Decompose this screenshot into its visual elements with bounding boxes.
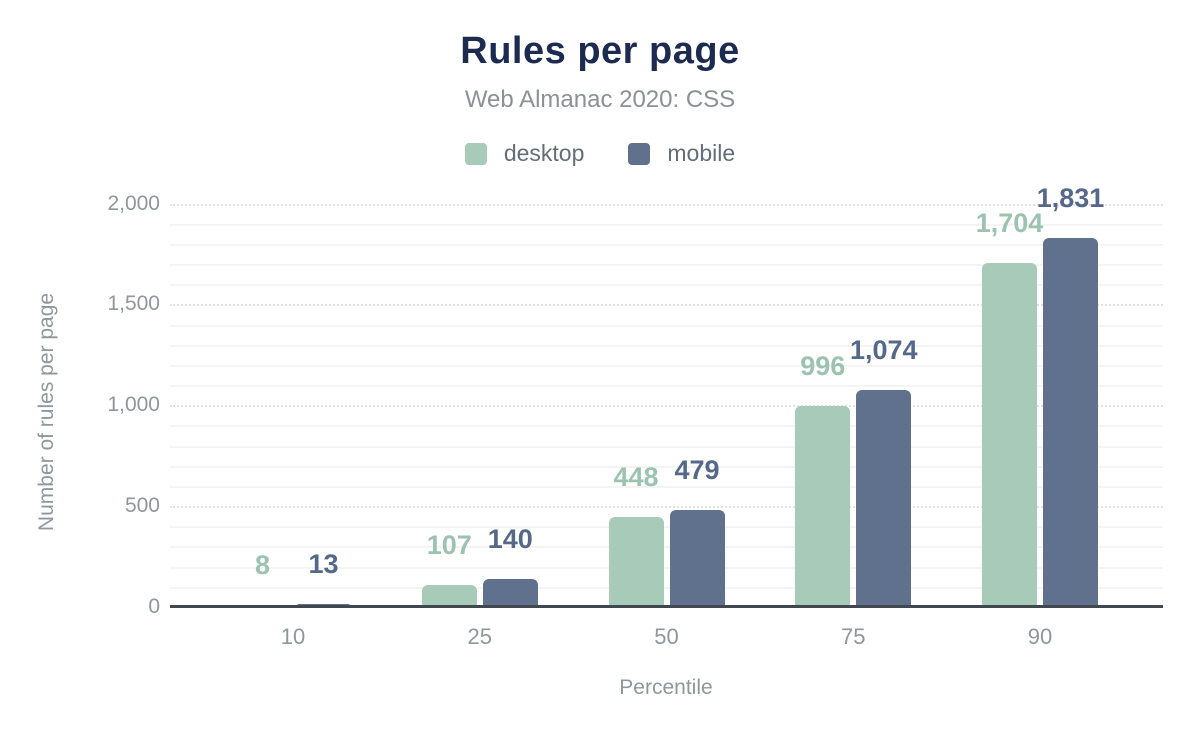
bar-desktop-90 [982, 263, 1037, 607]
minor-gridline [170, 566, 1163, 569]
x-axis-title: Percentile [619, 676, 713, 699]
major-gridline [170, 506, 1163, 509]
y-axis-title: Number of rules per page [35, 292, 58, 532]
chart-subtitle: Web Almanac 2020: CSS [464, 86, 736, 113]
x-tick-75: 75 [841, 624, 866, 649]
x-tick-50: 50 [654, 624, 679, 649]
minor-gridline [170, 344, 1163, 347]
major-gridline [170, 304, 1163, 307]
bar-label-desktop-25: 107 [426, 530, 472, 561]
legend-item-desktop: desktop [464, 140, 585, 167]
bar-mobile-90 [1043, 237, 1098, 607]
x-tick-25: 25 [467, 624, 492, 649]
y-tick-2000: 2,000 [107, 191, 160, 215]
minor-gridline [170, 586, 1163, 589]
x-axis-line [170, 605, 1163, 608]
x-tick-10: 10 [280, 624, 306, 649]
bar-label-desktop-50: 448 [613, 461, 659, 492]
legend-label: desktop [503, 140, 585, 166]
legend-swatch-desktop [464, 142, 487, 165]
bar-label-mobile-75: 1,074 [849, 335, 918, 366]
minor-gridline [170, 264, 1163, 267]
y-tick-0: 0 [148, 595, 160, 618]
minor-gridline [170, 284, 1163, 287]
legend-swatch-mobile [628, 142, 651, 165]
bar-label-desktop-75: 996 [800, 351, 846, 382]
bar-desktop-50 [608, 516, 664, 607]
minor-gridline [170, 526, 1163, 529]
bar-desktop-25 [421, 585, 477, 607]
minor-gridline [170, 445, 1163, 448]
minor-gridline [170, 243, 1163, 246]
minor-gridline [170, 485, 1163, 488]
bar-label-mobile-50: 479 [674, 455, 720, 486]
minor-gridline [170, 223, 1163, 226]
major-gridline [170, 405, 1163, 408]
major-gridline [170, 203, 1163, 206]
bar-label-desktop-10: 8 [254, 550, 271, 581]
legend-item-mobile: mobile [628, 140, 735, 167]
minor-gridline [170, 324, 1163, 327]
y-tick-1000: 1,000 [107, 393, 160, 417]
minor-gridline [170, 364, 1163, 367]
plot-area: 8 13 107 140 448 479 996 1,074 1,704 1,831 [170, 184, 1163, 607]
bar-mobile-75 [856, 390, 912, 607]
bar-label-desktop-90: 1,704 [975, 208, 1044, 239]
y-tick-500: 500 [124, 494, 160, 518]
minor-gridline [170, 425, 1163, 428]
minor-gridline [170, 465, 1163, 468]
minor-gridline [170, 385, 1163, 388]
bar-desktop-75 [795, 406, 851, 607]
chart-title: Rules per page [460, 30, 740, 72]
legend-label: mobile [667, 140, 736, 166]
bar-label-mobile-25: 140 [487, 523, 533, 554]
y-tick-1500: 1,500 [107, 292, 160, 316]
bar-label-mobile-10: 13 [308, 549, 339, 580]
bar-mobile-50 [669, 510, 725, 607]
bar-mobile-25 [482, 578, 538, 607]
minor-gridline [170, 546, 1163, 549]
legend: desktop mobile [0, 140, 1200, 167]
bar-label-mobile-90: 1,831 [1036, 182, 1105, 213]
x-tick-90: 90 [1027, 624, 1053, 649]
